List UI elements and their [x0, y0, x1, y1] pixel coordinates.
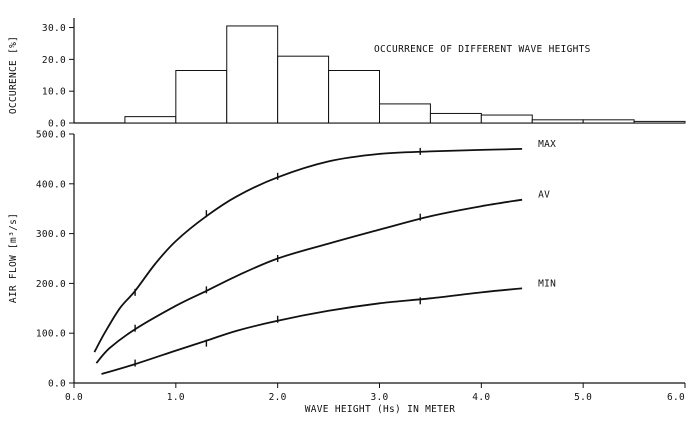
histogram-bar	[633, 120, 686, 124]
series-av-label: AV	[538, 190, 550, 201]
x-tick-label: 0.0	[65, 392, 83, 403]
histogram-bar	[582, 119, 635, 124]
line-chart-y-tick-label: 400.0	[36, 179, 66, 190]
histogram-bar	[175, 70, 228, 124]
histogram-bar	[531, 119, 584, 124]
x-tick-label: 3.0	[370, 392, 388, 403]
line-chart-y-axis-label: AIR FLOW [m³/s]	[8, 213, 19, 303]
histogram-bar	[124, 116, 177, 124]
line-chart-y-tick-label: 100.0	[36, 329, 66, 340]
x-tick-label: 6.0	[667, 392, 685, 403]
x-tick-label: 4.0	[472, 392, 490, 403]
histogram-bar	[379, 103, 431, 124]
line-chart-y-tick-label: 0.0	[48, 379, 66, 390]
histogram-title: OCCURRENCE OF DIFFERENT WAVE HEIGHTS	[374, 44, 591, 55]
line-chart-y-tick-label: 300.0	[36, 229, 66, 240]
histogram-bar	[429, 112, 482, 124]
line-chart-y-tick-label: 200.0	[36, 279, 66, 290]
series-max-label: MAX	[538, 139, 556, 150]
histogram-y-tick-label: 10.0	[42, 87, 66, 98]
histogram-bar	[277, 55, 330, 124]
x-tick-label: 2.0	[269, 392, 287, 403]
histogram-bar	[480, 114, 533, 124]
x-axis-label: WAVE HEIGHT (Hs) IN METER	[305, 404, 456, 415]
series-min-label: MIN	[538, 278, 556, 289]
histogram-y-tick-label: 30.0	[42, 23, 66, 34]
histogram-bar	[226, 25, 279, 124]
histogram-bar	[328, 70, 381, 124]
histogram-y-tick-label: 20.0	[42, 55, 66, 66]
histogram-y-axis-label: OCCURENCE [%]	[8, 36, 19, 114]
histogram-y-tick-label: 0.0	[48, 119, 66, 130]
series-max-line	[93, 148, 523, 353]
x-tick-label: 1.0	[167, 392, 185, 403]
series-av-line	[95, 198, 523, 364]
line-chart-y-tick-label: 500.0	[36, 130, 66, 141]
x-tick-label: 5.0	[574, 392, 592, 403]
series-min-line	[101, 287, 523, 375]
